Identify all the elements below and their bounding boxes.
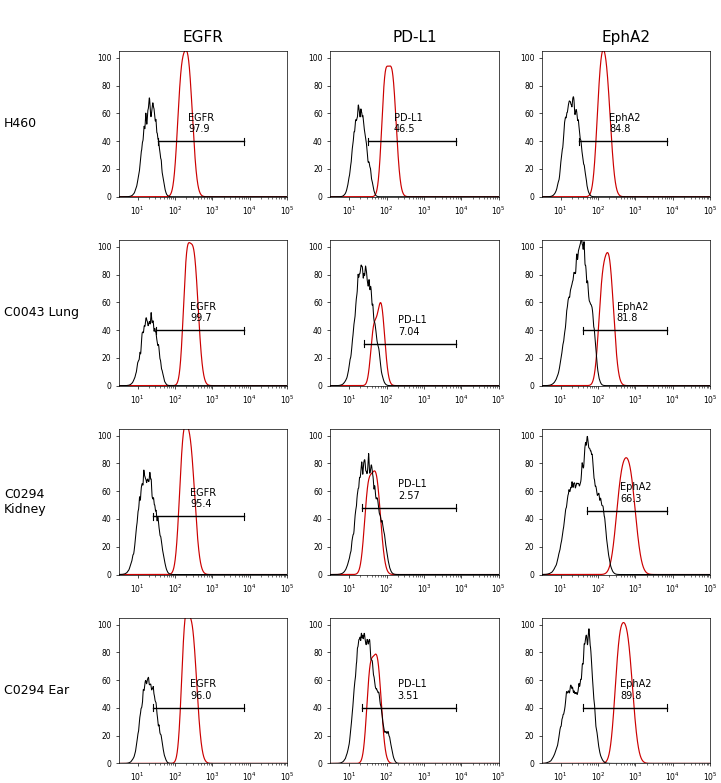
Text: EphA2
89.8: EphA2 89.8 [621, 680, 652, 701]
Text: H460: H460 [4, 117, 37, 130]
Text: PD-L1
7.04: PD-L1 7.04 [398, 316, 427, 337]
Text: EphA2
81.8: EphA2 81.8 [616, 301, 648, 323]
Text: EphA2: EphA2 [601, 30, 650, 45]
Text: EphA2
66.3: EphA2 66.3 [621, 482, 652, 503]
Text: EGFR
97.9: EGFR 97.9 [188, 113, 214, 134]
Text: EGFR
96.0: EGFR 96.0 [190, 680, 216, 701]
Text: PD-L1
2.57: PD-L1 2.57 [398, 479, 427, 501]
Text: EGFR
99.7: EGFR 99.7 [190, 301, 216, 323]
Text: C0294 Ear: C0294 Ear [4, 684, 68, 697]
Text: EGFR
95.4: EGFR 95.4 [190, 488, 216, 509]
Text: PD-L1
3.51: PD-L1 3.51 [398, 680, 427, 701]
Text: EphA2
84.8: EphA2 84.8 [609, 113, 641, 134]
Text: PD-L1: PD-L1 [392, 30, 437, 45]
Text: EGFR: EGFR [182, 30, 224, 45]
Text: C0294
Kidney: C0294 Kidney [4, 488, 46, 516]
Text: C0043 Lung: C0043 Lung [4, 306, 79, 319]
Text: PD-L1
46.5: PD-L1 46.5 [394, 113, 423, 134]
